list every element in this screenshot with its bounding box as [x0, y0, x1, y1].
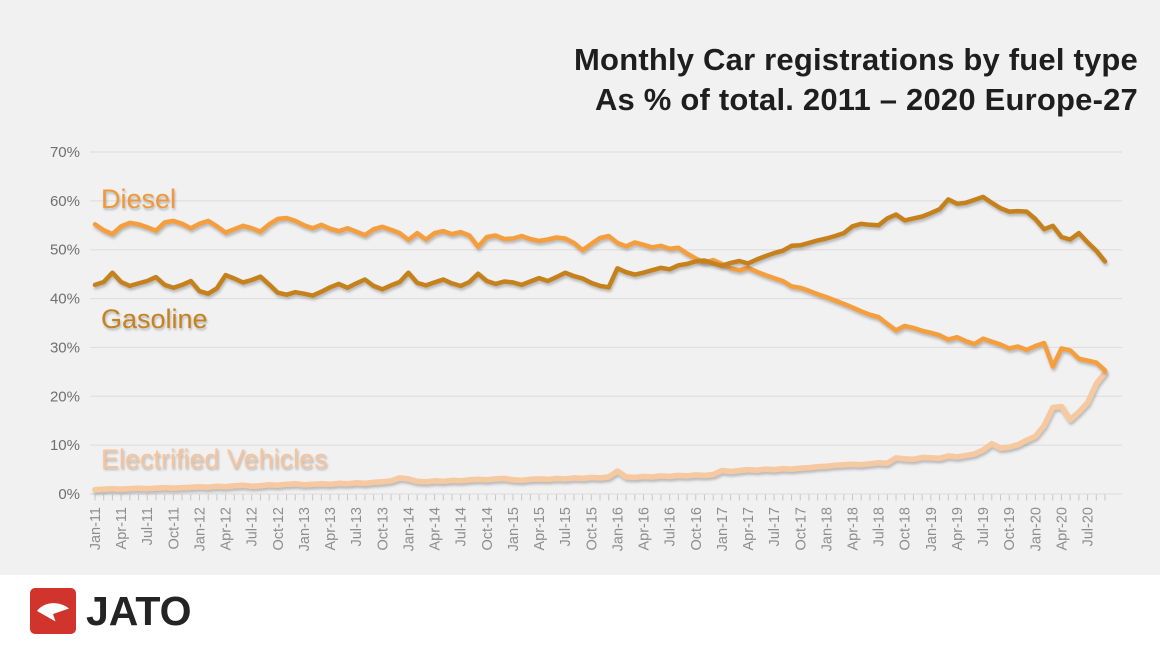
- x-axis-tick-label: Jul-11: [140, 507, 156, 545]
- chart-panel: Monthly Car registrations by fuel type A…: [0, 0, 1160, 575]
- y-axis-tick-label: 70%: [50, 144, 80, 161]
- jato-logo-icon: [30, 588, 76, 634]
- series-label-gasoline: Gasoline: [101, 304, 208, 334]
- x-axis-tick-label: Jan-18: [819, 507, 835, 551]
- x-axis-tick-label: Apr-20: [1054, 507, 1070, 551]
- x-axis-tick-label: Apr-17: [741, 507, 757, 551]
- x-axis-tick-label: Oct-16: [689, 507, 705, 551]
- x-axis-tick-label: Jan-13: [297, 507, 313, 551]
- x-axis-tick-label: Jul-13: [349, 507, 365, 547]
- x-axis-tick-label: Apr-13: [323, 507, 339, 551]
- x-axis-tick-label: Oct-13: [375, 507, 391, 551]
- x-axis-tick-label: Jan-19: [924, 507, 940, 551]
- y-axis-tick-label: 30%: [50, 339, 80, 356]
- x-axis-tick-label: Oct-19: [1002, 507, 1018, 551]
- jato-logo-text: JATO: [86, 587, 192, 634]
- x-axis-tick-label: Apr-19: [950, 507, 966, 551]
- line-chart: 0% 10% 20% 30% 40% 50% 60% 70% Jan-11 Apr-11 Jul-1…: [50, 144, 1122, 551]
- x-axis-tick-label: Jul-15: [558, 507, 574, 547]
- y-axis-tick-label: 10%: [50, 437, 80, 454]
- x-axis-tick-label: Jan-20: [1028, 507, 1044, 551]
- x-axis-tick-label: Jan-17: [715, 507, 731, 551]
- x-axis-tick-label: Jul-19: [976, 507, 992, 547]
- series-line-diesel: [92, 215, 1108, 373]
- x-axis-tick-label: Oct-18: [898, 507, 914, 551]
- x-axis-tick-label: Apr-18: [846, 507, 862, 551]
- chart-title-line2: As % of total. 2011 – 2020 Europe-27: [594, 82, 1138, 117]
- series-label-diesel: Diesel: [101, 184, 177, 214]
- chart-title: Monthly Car registrations by fuel type A…: [574, 40, 1138, 120]
- x-axis-tick-label: Jul-17: [767, 507, 783, 547]
- series-label-electrified-vehicles: Electrified Vehicles: [101, 444, 328, 474]
- x-axis-tick-label: Jan-11: [88, 507, 104, 550]
- x-axis-tick-label: Jul-18: [872, 507, 888, 547]
- chart-title-line1: Monthly Car registrations by fuel type: [574, 42, 1138, 77]
- series-line-gasoline: [92, 194, 1108, 298]
- x-axis-tick-label: Apr-16: [637, 507, 653, 551]
- series-line-electrified-vehicles: [92, 370, 1108, 493]
- x-axis-tick-label: Oct-15: [584, 507, 600, 551]
- y-axis-tick-label: 0%: [58, 486, 80, 503]
- x-axis-tick-label: Jan-12: [192, 507, 208, 551]
- y-axis-tick-label: 60%: [50, 193, 80, 210]
- x-axis-tick-label: Jan-15: [506, 507, 522, 551]
- x-axis-tick-label: Jul-20: [1081, 507, 1097, 547]
- x-axis-tick-label: Jul-14: [454, 507, 470, 547]
- x-axis-tick-label: Apr-11: [114, 507, 130, 549]
- x-axis-tick-label: Oct-14: [480, 507, 496, 551]
- x-axis-tick-label: Oct-17: [793, 507, 809, 551]
- y-axis-tick-label: 40%: [50, 291, 80, 308]
- x-axis-tick-label: Jul-12: [245, 507, 261, 547]
- x-axis-tick-label: Jul-16: [663, 507, 679, 547]
- x-axis-tick-label: Apr-14: [428, 507, 444, 551]
- y-axis-tick-label: 20%: [50, 388, 80, 405]
- x-axis-tick-label: Oct-11: [166, 507, 182, 549]
- x-axis-tick-label: Jan-16: [610, 507, 626, 551]
- jato-logo: JATO: [30, 588, 192, 635]
- x-axis-tick-label: Oct-12: [271, 507, 287, 551]
- footer: JATO: [0, 575, 1160, 647]
- x-axis-tick-label: Apr-12: [219, 507, 235, 551]
- y-axis-tick-label: 50%: [50, 242, 80, 259]
- x-axis-tick-label: Apr-15: [532, 507, 548, 551]
- x-axis-tick-label: Jan-14: [401, 507, 417, 551]
